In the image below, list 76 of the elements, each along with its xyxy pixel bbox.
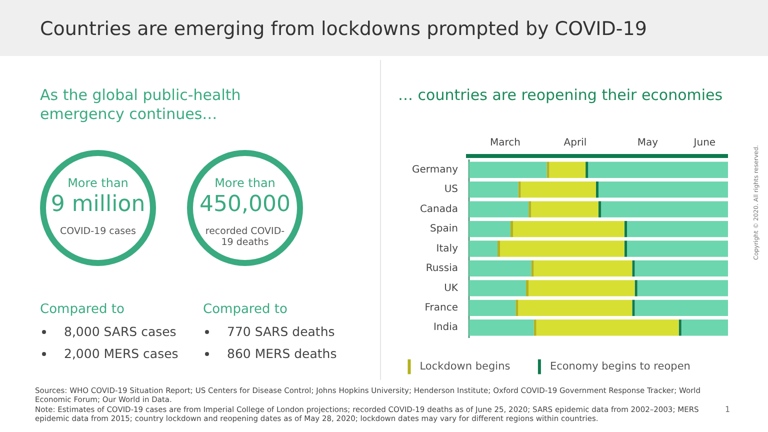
text: 860 MERS deaths — [227, 346, 337, 361]
y-tick-label: Spain — [430, 224, 458, 235]
bar — [531, 201, 598, 218]
text: Compared to — [203, 302, 288, 317]
bar — [598, 181, 728, 198]
bar — [516, 300, 518, 316]
y-tick-label: India — [433, 322, 458, 334]
bar — [634, 280, 638, 296]
text: COVID-19 cases — [59, 226, 137, 237]
text: Countries are emerging from lockdowns prompted by COVID-19 — [40, 18, 647, 40]
bar — [526, 280, 529, 296]
bar — [531, 260, 534, 277]
text: May — [637, 138, 658, 149]
text: recorded COVID-19 deaths — [204, 226, 286, 248]
bar — [469, 320, 534, 336]
text: 2,000 MERS cases — [64, 346, 178, 361]
text: 450,000 — [198, 192, 292, 217]
bar — [632, 260, 635, 277]
bar — [626, 240, 728, 257]
bar — [528, 280, 635, 296]
bar — [518, 300, 632, 316]
chart-title: … countries are reopening their economies — [398, 86, 723, 104]
y-tick-label: France — [424, 302, 458, 314]
bar — [469, 260, 532, 277]
text: March — [490, 138, 520, 149]
bar — [469, 162, 547, 178]
bar — [632, 300, 635, 316]
bar — [510, 220, 514, 238]
text: Compared to — [40, 302, 124, 317]
bar — [513, 220, 624, 238]
text: 8,000 SARS cases — [64, 324, 176, 339]
bar — [588, 162, 728, 178]
bar — [549, 162, 586, 178]
bar — [500, 240, 624, 257]
bar — [520, 181, 596, 198]
text: More than — [66, 176, 130, 190]
y-tick-label: UK — [444, 282, 458, 294]
bar — [497, 240, 500, 257]
bar — [586, 162, 588, 178]
text: More than — [214, 176, 276, 190]
bar — [469, 280, 526, 296]
y-tick-label: Germany — [412, 164, 458, 176]
bar — [678, 320, 682, 336]
bar — [624, 240, 627, 257]
y-tick-label: US — [444, 184, 458, 196]
bar — [534, 260, 632, 277]
bar — [469, 220, 510, 238]
bar — [634, 260, 728, 277]
y-tick-label: Italy — [436, 243, 458, 254]
bar — [546, 162, 550, 178]
bar — [534, 320, 536, 336]
y-tick-label: Canada — [420, 204, 458, 215]
y-tick-label: Russia — [426, 263, 458, 274]
bar — [624, 220, 627, 238]
legend-label: Economy begins to reopen — [550, 360, 690, 372]
text: June — [692, 138, 716, 149]
bar — [469, 300, 516, 316]
bar — [596, 181, 598, 198]
bar — [626, 220, 728, 238]
bar — [469, 201, 529, 218]
bar — [518, 181, 521, 198]
bar — [637, 280, 728, 296]
bar — [601, 201, 728, 218]
bar — [536, 320, 679, 336]
bar — [469, 240, 498, 257]
bar — [634, 300, 728, 316]
text: 1 — [725, 405, 730, 414]
bar — [528, 201, 532, 218]
bar — [598, 201, 602, 218]
text: 770 SARS deaths — [227, 324, 335, 339]
bar — [469, 181, 518, 198]
bar — [681, 320, 728, 336]
legend-label: Lockdown begins — [420, 360, 510, 372]
text: As the global public-health emergency continues… — [40, 86, 242, 124]
text: 9 million — [50, 192, 146, 217]
text: April — [564, 138, 587, 149]
